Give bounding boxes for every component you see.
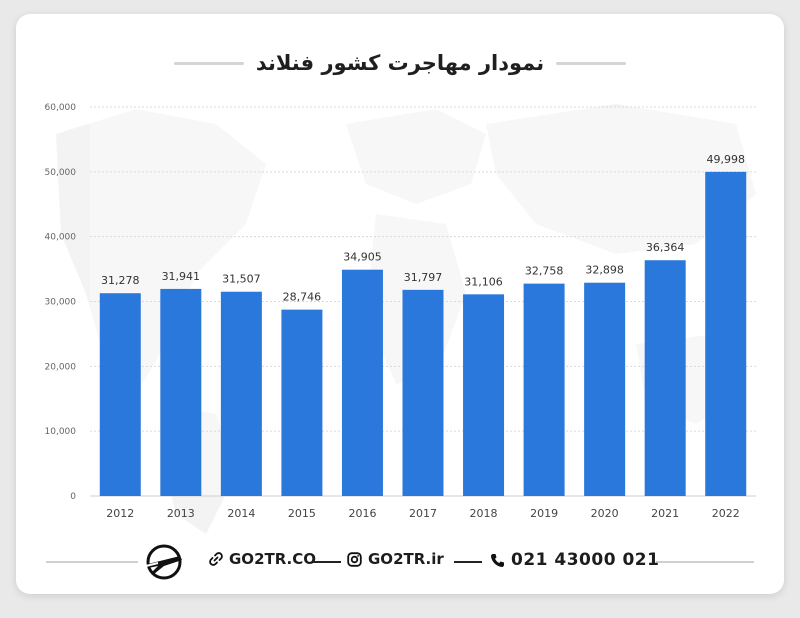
website-text: GO2TR.CO: [229, 550, 317, 568]
data-label: 31,941: [162, 270, 201, 283]
link-icon: [209, 552, 223, 566]
phone-icon: [491, 553, 504, 567]
x-tick-label: 2021: [651, 507, 679, 520]
bar: [705, 171, 747, 496]
phone-text: 021 43000 021: [511, 550, 660, 570]
bar: [644, 260, 686, 496]
footer: GO2TR.CO GO2TR.ir 021 43000 021: [16, 544, 784, 580]
bar: [402, 289, 444, 496]
title-decor-line-left: [173, 61, 244, 65]
instagram-contact[interactable]: GO2TR.ir: [347, 550, 444, 568]
y-tick-label: 10,000: [45, 427, 77, 437]
title-bar: نمودار مهاجرت کشور فنلاند: [16, 48, 784, 78]
bar: [584, 282, 626, 496]
data-label: 31,106: [464, 275, 503, 288]
instagram-icon: [347, 551, 362, 567]
chart-card: نمودار مهاجرت کشور فنلاند 0 10,000 20,000 3…: [16, 14, 784, 594]
x-tick-label: 2018: [470, 507, 498, 520]
data-label: 28,746: [283, 291, 322, 304]
x-tick-label: 2020: [591, 507, 619, 520]
bar: [281, 309, 323, 496]
data-label: 34,905: [343, 251, 382, 264]
bar-chart: 0 10,000 20,000 30,000 40,000 50,000 60,000 31,…: [45, 103, 756, 520]
y-tick-label: 0: [70, 492, 76, 502]
x-tick-label: 2012: [106, 507, 134, 520]
x-tick-label: 2013: [167, 507, 195, 520]
chart-title: نمودار مهاجرت کشور فنلاند: [255, 51, 545, 75]
y-tick-label: 60,000: [45, 103, 77, 113]
x-tick-label: 2015: [288, 507, 316, 520]
bar: [341, 269, 383, 496]
x-tick-label: 2014: [227, 507, 255, 520]
footer-line-left: [46, 561, 138, 563]
y-tick-label: 50,000: [45, 168, 77, 178]
bar: [220, 291, 262, 496]
footer-separator-2: [454, 561, 482, 563]
x-tick-label: 2022: [712, 507, 740, 520]
bar: [463, 294, 505, 496]
website-contact[interactable]: GO2TR.CO: [209, 550, 316, 568]
y-tick-label: 40,000: [45, 233, 77, 243]
instagram-text: GO2TR.ir: [368, 550, 444, 568]
data-label: 49,998: [706, 153, 745, 166]
bar: [99, 293, 141, 496]
y-tick-label: 30,000: [45, 298, 77, 308]
x-tick-label: 2019: [530, 507, 558, 520]
data-label: 31,797: [404, 271, 443, 284]
data-label: 31,507: [222, 273, 261, 286]
data-label: 32,758: [525, 265, 564, 278]
x-tick-label: 2017: [409, 507, 437, 520]
footer-line-right: [656, 561, 754, 563]
footer-separator-1: [313, 561, 341, 563]
data-label: 31,278: [101, 274, 140, 287]
title-decor-line-right: [556, 61, 627, 65]
phone-contact[interactable]: 021 43000 021: [490, 550, 659, 570]
data-label: 32,898: [585, 264, 624, 277]
bar: [523, 283, 565, 496]
x-tick-label: 2016: [348, 507, 376, 520]
plane-logo-icon: [145, 544, 182, 580]
data-label: 36,364: [646, 241, 685, 254]
bar: [160, 288, 202, 496]
y-tick-label: 20,000: [45, 362, 77, 372]
